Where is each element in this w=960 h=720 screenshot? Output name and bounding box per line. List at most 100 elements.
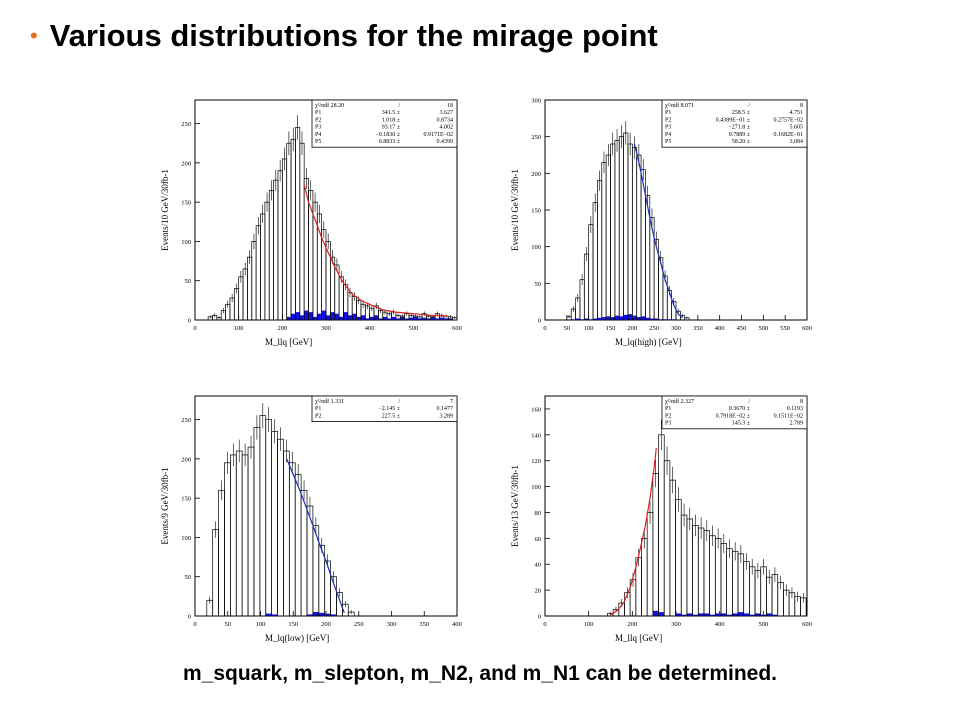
background-bar [606,316,611,320]
y-tick-label: 200 [181,160,191,167]
stats-value: −271.8 ± [728,125,750,131]
background-bar [575,318,580,320]
background-bar [347,315,352,320]
background-bar [382,316,387,320]
stats-error: 0.2757E−02 [773,117,803,123]
x-tick-label: 400 [365,325,375,332]
background-bar [408,317,414,320]
x-tick-label: 350 [419,621,429,628]
y-tick-label: 200 [181,456,191,463]
background-bar [378,318,383,320]
x-tick-label: 50 [564,325,571,332]
background-bar [645,317,650,320]
fit-curve [633,143,683,319]
stats-name: P1 [665,110,671,116]
y-tick-label: 140 [531,432,541,439]
background-bar [356,316,361,320]
x-tick-label: 0 [193,325,196,332]
y-tick-label: 0 [538,614,541,621]
x-tick-label: 600 [802,325,812,332]
background-bar [374,315,379,320]
background-bar [627,314,633,320]
x-tick-label: 400 [715,621,725,628]
stats-name: χ²/ndf 28.20 [315,102,344,109]
chart-mlq-low: 0 50 100 150 200 250 300 350 400 0 50 100 150 200 250 M… [160,395,462,643]
background-bar [681,614,687,616]
stats-error: 2.789 [790,421,804,427]
fit-curve [610,447,657,616]
background-bar [658,319,663,320]
y-tick-label: 100 [181,239,191,246]
stats-value: 1.018 ± [382,117,401,123]
background-bar [312,612,319,616]
y-axis-label: Events/13 GeV/30fb-1 [510,465,520,547]
x-tick-label: 250 [354,621,364,628]
slide-title-text: Various distributions for the mirage poi… [49,18,658,53]
background-bar [291,313,296,320]
stats-name: χ²/ndf 1.331 [315,398,344,405]
x-tick-label: 100 [256,621,266,628]
chart-mllq-top-left: 0 100 200 300 400 500 600 0 50 100 150 200 250 M_llq … [160,99,462,347]
stats-error: 18 [447,103,453,109]
x-tick-label: 500 [408,325,418,332]
background-bar [422,317,427,320]
bullet-icon: • [30,23,38,48]
y-tick-label: 0 [538,318,541,325]
x-tick-label: 300 [321,325,331,332]
background-bar [369,316,374,320]
stats-name: P1 [315,406,321,412]
slide-title: • Various distributions for the mirage p… [30,18,658,54]
x-tick-label: 100 [584,325,594,332]
x-tick-label: 300 [671,325,681,332]
x-tick-label: 200 [627,325,637,332]
stats-name: P1 [315,110,321,116]
x-tick-label: 100 [234,325,244,332]
background-bar [601,317,606,320]
stats-value: / [748,103,750,109]
background-bar [571,319,576,320]
background-bar [715,613,721,616]
slide-caption: m_squark, m_slepton, m_N2, and m_N1 can … [182,662,778,685]
fit-curve [303,184,449,317]
y-tick-label: 160 [531,406,541,413]
y-tick-label: 40 [535,562,542,569]
background-bar [391,316,396,320]
background-bar [579,319,584,320]
y-tick-label: 100 [181,535,191,542]
background-bar [692,614,698,616]
background-bar [400,316,405,320]
stats-error: 5.605 [790,125,804,131]
stats-value: 145.3 ± [732,421,751,427]
background-bar [326,315,331,320]
x-tick-label: 400 [452,621,462,628]
background-bar [766,613,772,616]
stats-error: 0.1511E−02 [774,413,803,419]
stats-error: 0.4399 [437,139,454,145]
background-bar [636,317,641,320]
background-bar [593,318,598,320]
background-bar [709,614,715,616]
background-bar [667,319,672,320]
background-bar [413,316,418,320]
background-bar [658,612,664,616]
y-tick-label: 120 [531,458,541,465]
stats-error: 7 [450,399,453,405]
stats-box [311,395,458,423]
background-bar [623,314,628,320]
x-tick-label: 500 [758,325,768,332]
y-tick-label: 20 [535,588,542,595]
chart-mllq-bottom-right: 0 100 200 300 400 500 600 0 20 40 60 80 100 120 140 160… [510,395,812,643]
x-axis-label: M_llq [GeV] [615,633,662,643]
stats-name: P3 [315,125,321,131]
y-tick-label: 300 [531,98,541,105]
background-bar [588,319,593,320]
background-bar [360,315,365,320]
background-bar [271,614,278,616]
background-bar [352,313,357,320]
stats-name: χ²/ndf 8.071 [665,102,694,109]
background-bar [334,313,339,320]
plot-frame [544,395,808,617]
x-tick-label: 550 [780,325,790,332]
stats-name: P1 [665,406,671,412]
background-bar [430,316,435,320]
